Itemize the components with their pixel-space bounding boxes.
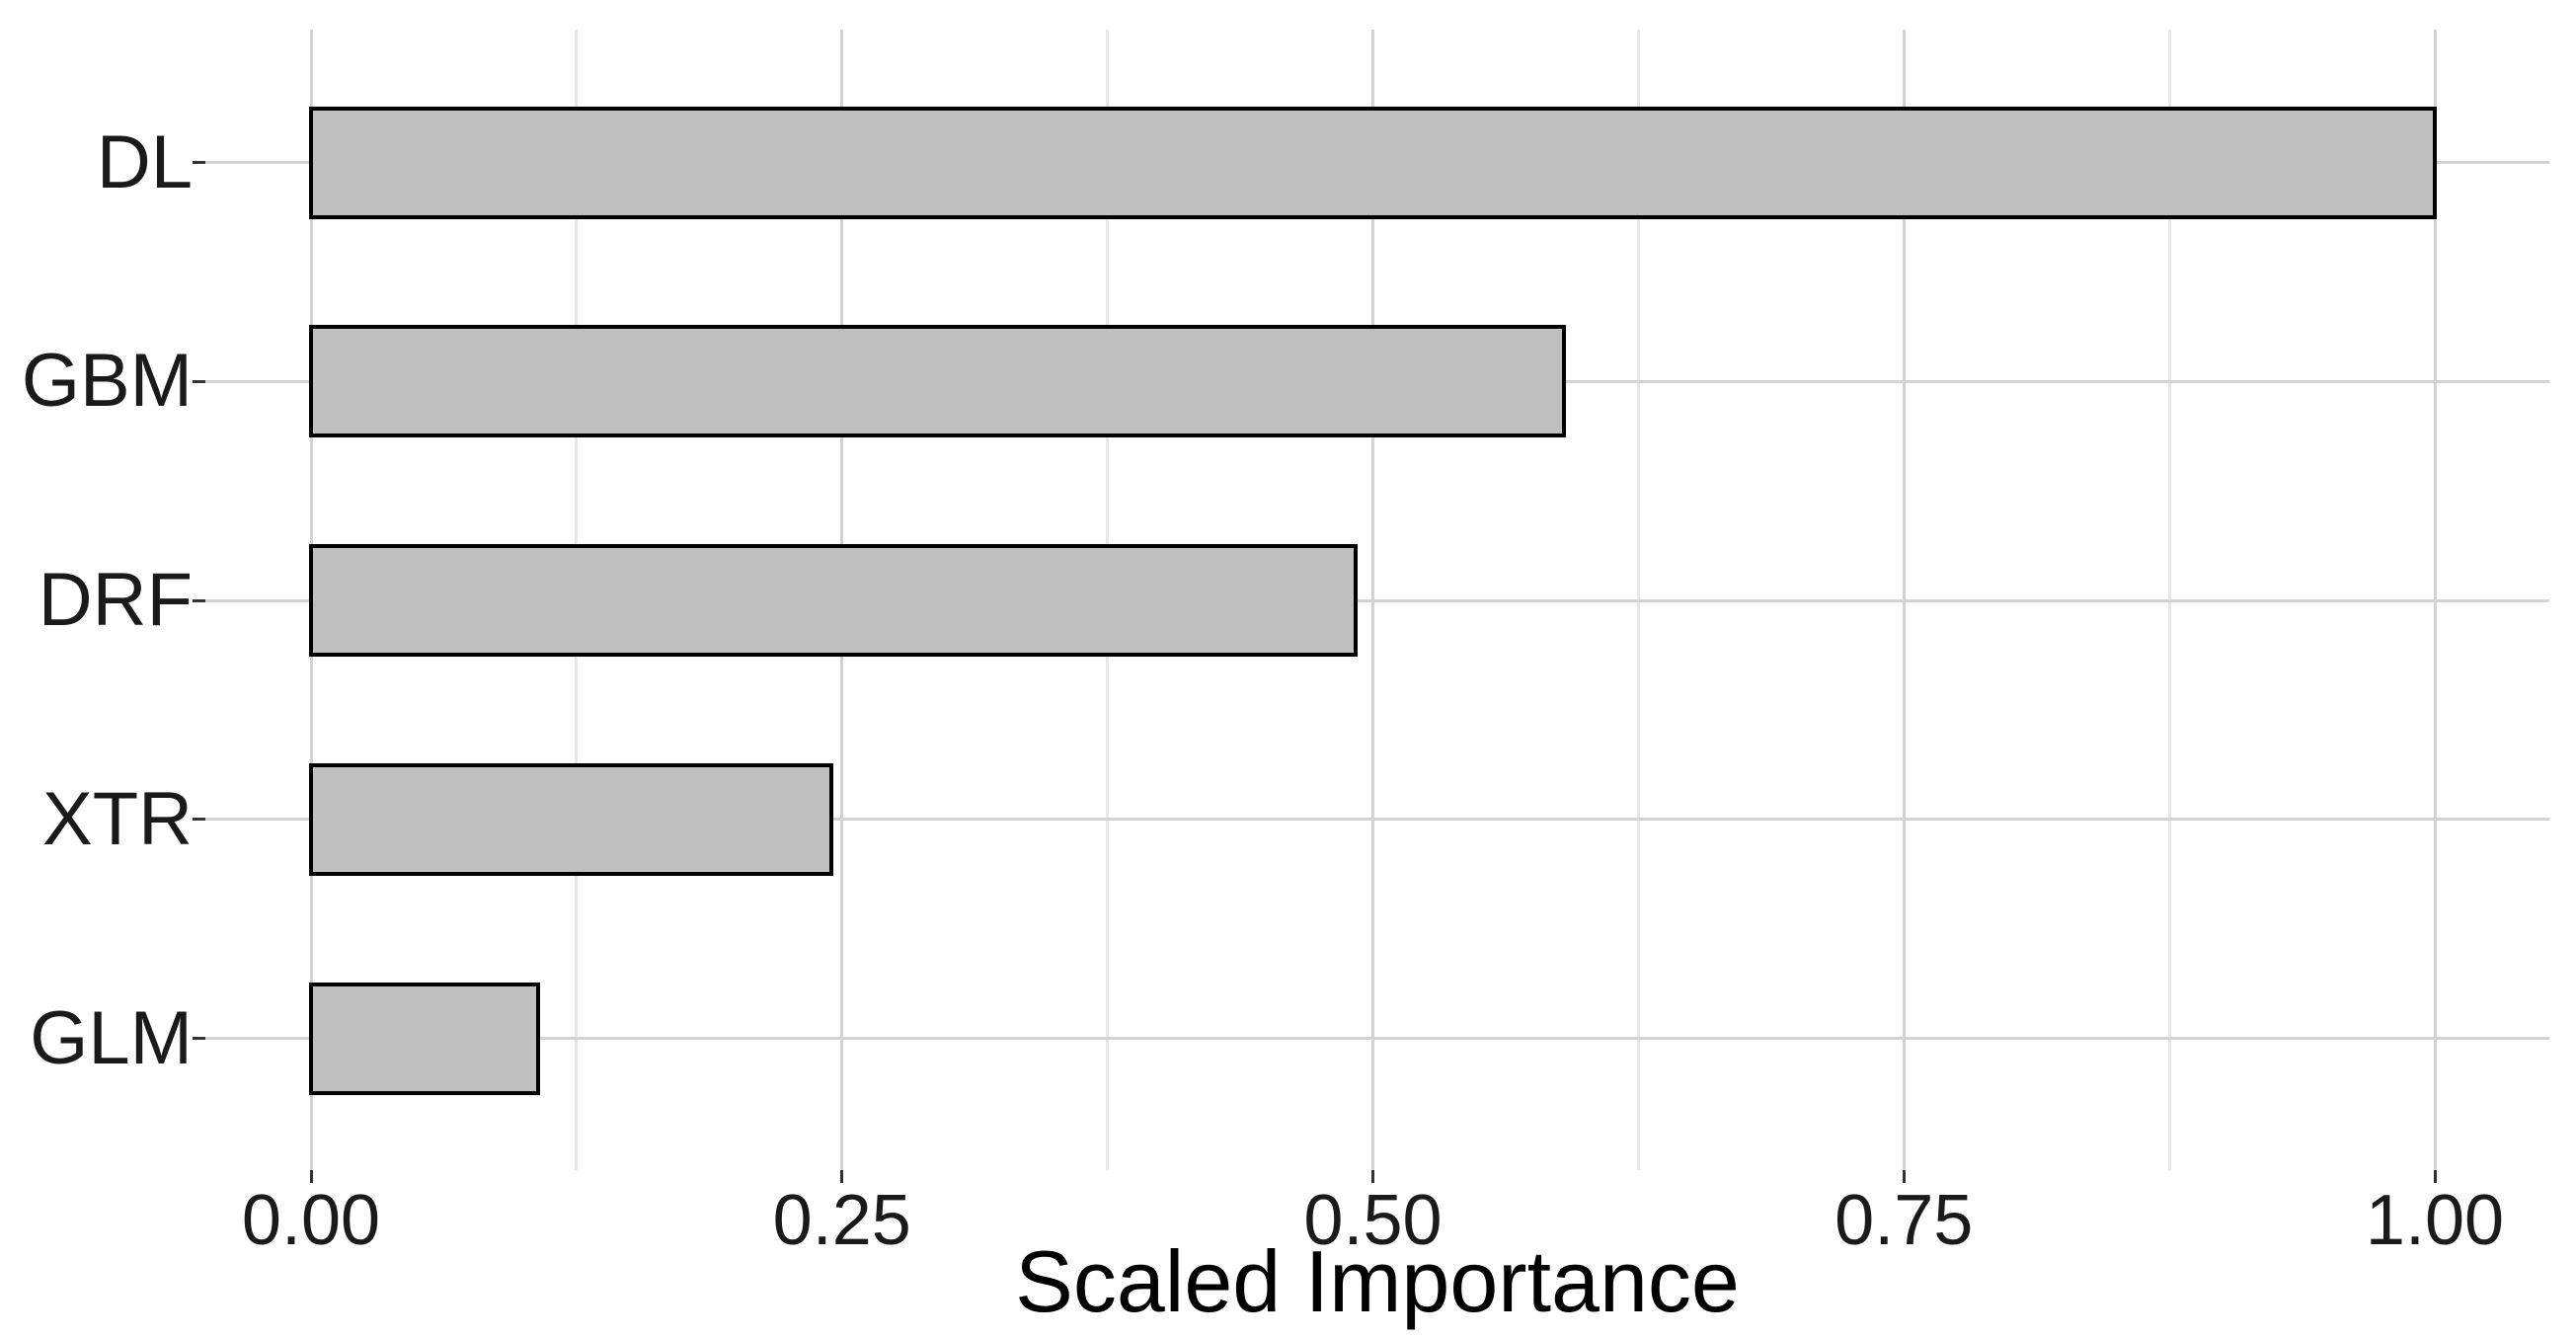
x-axis-tick — [2433, 1170, 2437, 1183]
bar-glm — [309, 982, 541, 1095]
y-axis-tick — [193, 161, 205, 164]
x-axis-tick-label: 0.00 — [241, 1181, 381, 1260]
x-axis-tick-label: 0.50 — [1303, 1181, 1443, 1260]
plot-panel — [205, 30, 2549, 1170]
y-axis-label-drf: DRF — [38, 558, 193, 642]
y-axis-tick — [193, 1037, 205, 1040]
y-axis-tick — [193, 379, 205, 383]
x-axis-tick-label: 0.25 — [772, 1181, 911, 1260]
y-axis-label-glm: GLM — [30, 995, 193, 1080]
x-axis-tick-label: 1.00 — [2365, 1181, 2505, 1260]
bar-dl — [309, 106, 2437, 219]
bar-gbm — [309, 325, 1567, 438]
bars-layer — [205, 30, 2549, 1170]
y-axis-label-dl: DL — [96, 119, 193, 204]
x-axis-tick — [840, 1170, 844, 1183]
gridline-major-horizontal — [205, 818, 2549, 822]
x-axis-tick — [1371, 1170, 1374, 1183]
x-axis-tick — [1902, 1170, 1906, 1183]
y-axis-tick — [193, 818, 205, 822]
bar-drf — [309, 544, 1359, 657]
x-axis-title: Scaled Importance — [1015, 1232, 1740, 1330]
y-axis-label-gbm: GBM — [21, 339, 193, 424]
bar-xtr — [309, 762, 833, 876]
y-axis-label-xtr: XTR — [42, 776, 193, 861]
gridline-major-horizontal — [205, 1037, 2549, 1040]
gridline-major-horizontal — [205, 598, 2549, 602]
y-axis-tick — [193, 598, 205, 602]
x-axis-tick-label: 0.75 — [1834, 1181, 1974, 1260]
x-axis-tick — [309, 1170, 313, 1183]
